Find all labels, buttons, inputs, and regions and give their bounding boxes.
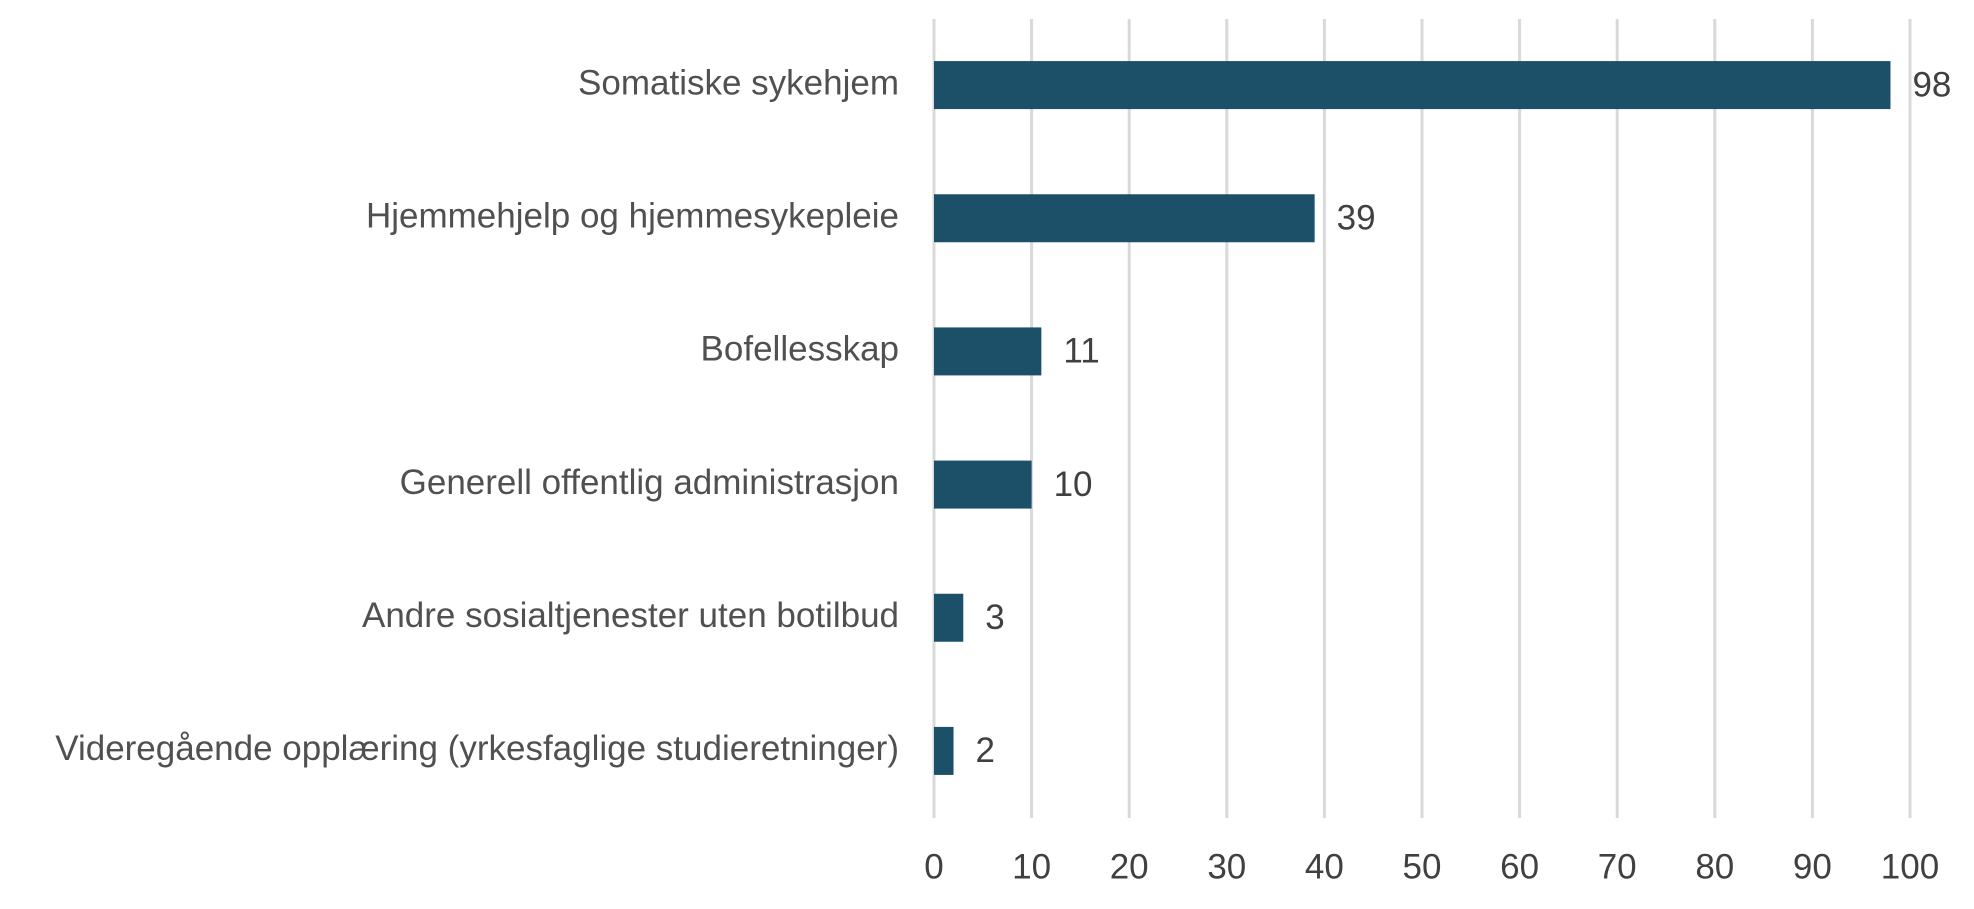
value-label: 98 — [1912, 65, 1951, 104]
x-tick-label: 80 — [1695, 847, 1734, 886]
x-tick-label: 60 — [1500, 847, 1539, 886]
value-label: 10 — [1054, 465, 1093, 504]
x-tick-label: 50 — [1403, 847, 1442, 886]
x-tick-label: 40 — [1305, 847, 1344, 886]
bar — [934, 61, 1891, 110]
x-tick-label: 30 — [1207, 847, 1246, 886]
x-tick-label: 90 — [1793, 847, 1832, 886]
x-tick-label: 100 — [1881, 847, 1939, 886]
category-label: Somatiske sykehjem — [578, 63, 899, 102]
category-label: Hjemmehjelp og hjemmesykepleie — [366, 197, 899, 236]
bar — [934, 593, 964, 642]
value-label: 2 — [976, 731, 995, 770]
category-label: Bofellesskap — [701, 330, 899, 369]
value-label: 39 — [1337, 199, 1376, 238]
bar — [934, 194, 1315, 243]
x-tick-label: 70 — [1598, 847, 1637, 886]
bar — [934, 726, 954, 775]
x-tick-label: 0 — [924, 847, 943, 886]
category-label: Videregående opplæring (yrkesfaglige stu… — [55, 729, 899, 768]
bar — [934, 327, 1042, 376]
bar — [934, 460, 1032, 509]
x-tick-label: 20 — [1110, 847, 1149, 886]
x-tick-label: 10 — [1012, 847, 1051, 886]
value-label: 11 — [1063, 332, 1099, 371]
category-label: Generell offentlig administrasjon — [400, 463, 899, 502]
category-label: Andre sosialtjenester uten botilbud — [362, 596, 899, 635]
value-label: 3 — [985, 598, 1004, 637]
